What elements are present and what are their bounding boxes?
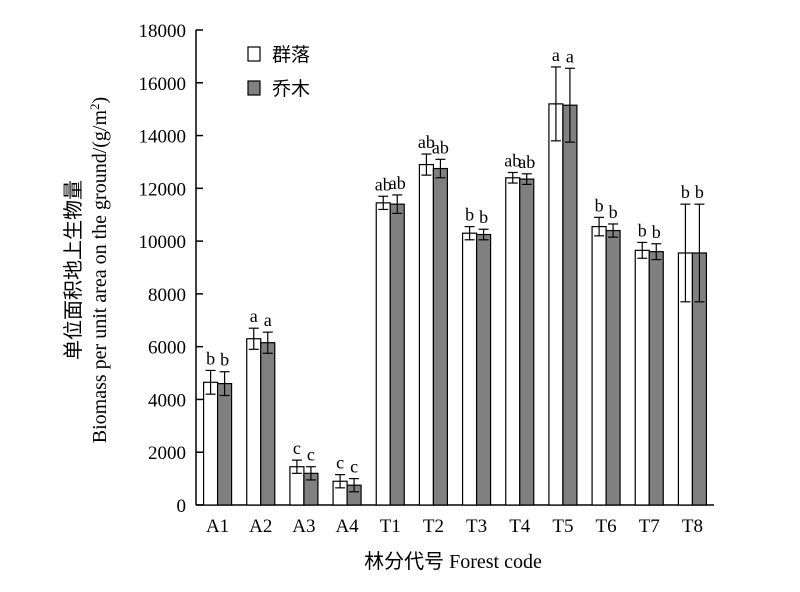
y-axis-title-en-pre: Biomass per unit area on the ground/(g/m <box>89 110 111 444</box>
x-tick-label: A2 <box>249 516 272 537</box>
y-tick-label: 8000 <box>148 285 186 306</box>
significance-label: c <box>336 453 344 473</box>
x-tick-label: A1 <box>206 516 229 537</box>
x-axis-title: 林分代号 Forest code <box>364 550 542 573</box>
bar <box>461 232 478 506</box>
bar <box>605 229 621 506</box>
significance-label: b <box>465 205 474 225</box>
significance-label: a <box>264 310 272 330</box>
bar <box>432 167 449 506</box>
y-tick-label: 16000 <box>139 74 187 95</box>
y-tick-label: 4000 <box>148 390 186 411</box>
bar <box>475 233 492 506</box>
y-tick-label: 2000 <box>148 443 186 464</box>
x-tick-label: A3 <box>292 516 315 537</box>
bar <box>246 338 262 506</box>
significance-label: b <box>206 348 215 368</box>
significance-label: ab <box>418 132 435 152</box>
bar <box>389 203 405 506</box>
y-tick-label: 12000 <box>139 179 187 200</box>
significance-label: b <box>695 182 704 202</box>
bar <box>418 163 435 506</box>
significance-label: b <box>609 202 618 222</box>
bar <box>519 178 535 506</box>
significance-label: ab <box>518 152 535 172</box>
bar <box>216 383 233 506</box>
y-tick-label: 14000 <box>139 127 187 148</box>
bar <box>562 104 578 506</box>
significance-label: b <box>652 222 661 242</box>
significance-label: b <box>595 195 604 215</box>
legend-label: 群落 <box>272 44 310 66</box>
y-axis-title-en-post: ) <box>89 97 111 104</box>
bar <box>548 103 564 506</box>
significance-label: b <box>638 220 647 240</box>
significance-label: c <box>307 445 315 465</box>
significance-label: b <box>681 182 690 202</box>
y-tick-label: 0 <box>177 496 187 517</box>
x-tick-label: T1 <box>380 516 401 537</box>
significance-label: ab <box>375 174 392 194</box>
y-axis-title: 单位面积地上生物量 Biomass per unit area on the g… <box>62 97 111 443</box>
y-tick-label: 10000 <box>139 232 187 253</box>
significance-label: c <box>350 457 358 477</box>
legend-swatch <box>247 46 261 62</box>
bar <box>375 202 391 506</box>
significance-label: a <box>566 46 574 66</box>
bar <box>260 342 276 506</box>
axes: 0 2000 4000 6000 8000 10000 12000 14000 16000 180… <box>139 21 714 537</box>
y-axis-title-en-sup: 2 <box>87 103 102 110</box>
x-tick-label: T8 <box>682 516 703 537</box>
y-tick-label: 18000 <box>139 21 187 42</box>
legend-label: 乔木 <box>272 78 310 100</box>
bar <box>634 249 650 506</box>
bar <box>648 251 664 506</box>
y-axis-title-en: Biomass per unit area on the ground/(g/m… <box>87 97 112 443</box>
legend-swatch <box>247 80 261 96</box>
x-tick-label: T6 <box>596 516 617 537</box>
significance-label: c <box>293 438 301 458</box>
bar <box>202 381 219 506</box>
x-tick-label: A4 <box>335 516 359 537</box>
bar <box>505 177 521 506</box>
significance-label: ab <box>432 137 449 157</box>
significance-label: a <box>552 45 560 65</box>
x-tick-label: T4 <box>509 516 531 537</box>
significance-label: b <box>479 207 488 227</box>
x-tick-label: T2 <box>423 516 444 537</box>
significance-label: a <box>250 306 258 326</box>
bar <box>591 225 607 506</box>
x-tick-label: T3 <box>466 516 487 537</box>
y-tick-label: 6000 <box>148 338 186 359</box>
x-tick-label: T5 <box>552 516 573 537</box>
significance-label: ab <box>504 151 521 171</box>
x-tick-label: T7 <box>639 516 660 537</box>
significance-label: b <box>220 350 229 370</box>
significance-label: ab <box>389 173 406 193</box>
y-axis-title-cn: 单位面积地上生物量 <box>62 180 85 360</box>
